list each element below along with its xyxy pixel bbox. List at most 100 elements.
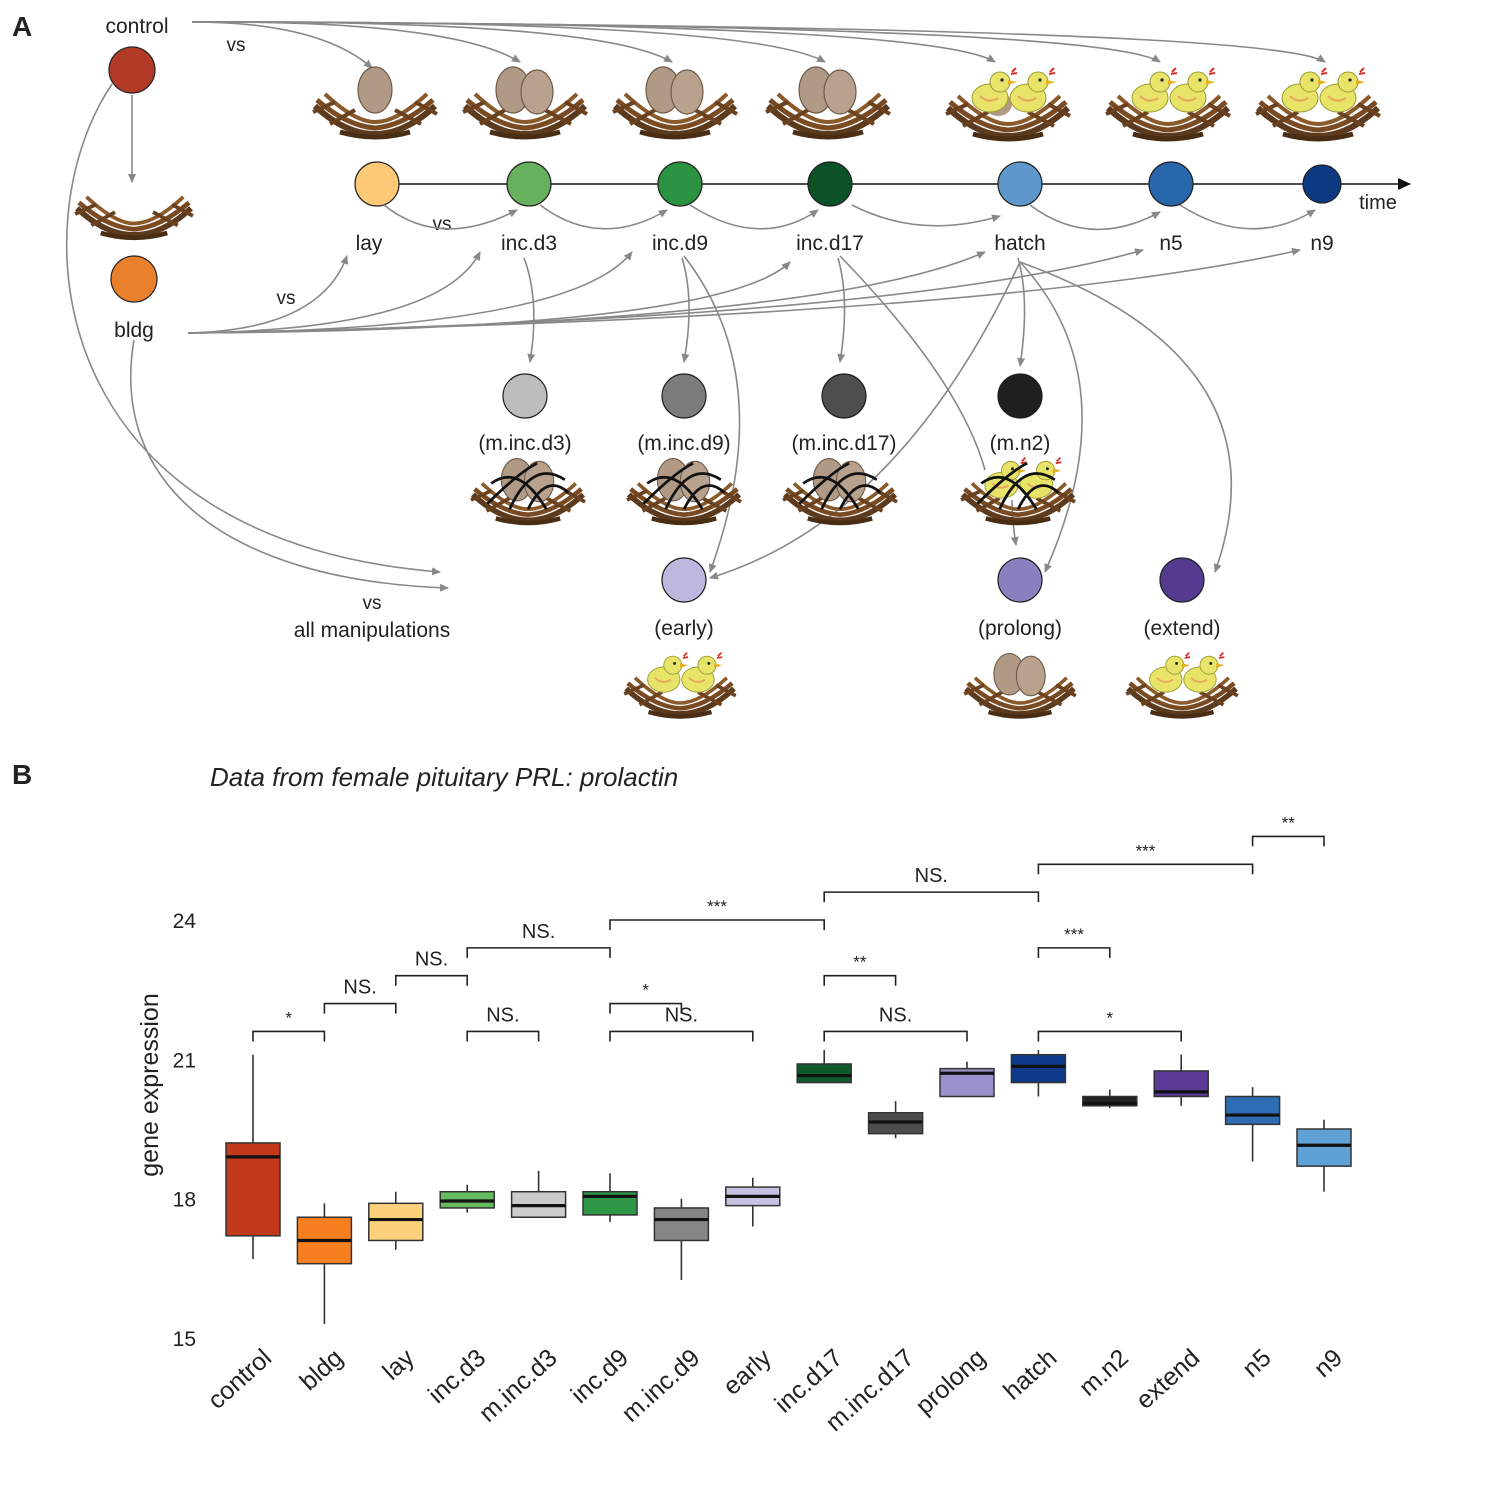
- significance-label: ***: [1064, 925, 1084, 944]
- x-tick-label: prolong: [910, 1344, 991, 1421]
- vs-label-top: vs: [227, 35, 246, 56]
- timeline-node-inc.d9: inc.d9: [652, 161, 708, 255]
- box-body: [1010, 1053, 1067, 1084]
- vs-label-bldg: vs: [277, 288, 296, 309]
- x-tick-label: n9: [1309, 1344, 1348, 1383]
- significance-bracket: NS.: [466, 1004, 540, 1042]
- x-tick-label: hatch: [998, 1344, 1062, 1406]
- significance-label: NS.: [915, 865, 948, 887]
- all-manipulations-label: all manipulations: [294, 619, 450, 642]
- significance-bracket: NS.: [823, 1004, 968, 1042]
- significance-label: *: [285, 1008, 292, 1027]
- significance-bracket: ***: [1037, 925, 1111, 958]
- panel-b: B Data from female pituitary PRL: prolac…: [12, 759, 1352, 1437]
- significance-bracket: NS.: [823, 865, 1040, 903]
- significance-bracket: ***: [609, 897, 825, 930]
- box-body: [368, 1202, 424, 1242]
- vs-label-bottom: vs: [363, 593, 382, 614]
- box-body: [653, 1207, 710, 1242]
- timeline-node-lay: lay: [354, 161, 400, 255]
- stage-dot: [657, 161, 703, 207]
- stage-dot: [506, 161, 552, 207]
- manipulation-label: (m.inc.d3): [478, 432, 571, 455]
- box-body: [1224, 1095, 1281, 1126]
- significance-label: NS.: [486, 1004, 519, 1026]
- bracket-line: [823, 891, 1040, 903]
- significance-bracket: *: [609, 981, 683, 1014]
- x-tick-label: m.inc.d9: [616, 1344, 705, 1428]
- bracket-line: [1037, 1030, 1182, 1042]
- timing-node: (extend): [1143, 557, 1221, 640]
- control-label: control: [105, 15, 168, 38]
- box-extend: extend: [1131, 1054, 1209, 1415]
- nest-one-egg-icon: [313, 66, 437, 137]
- significance-bracket: NS.: [609, 1004, 754, 1042]
- bracket-line: [609, 1002, 683, 1014]
- time-label: time: [1359, 192, 1397, 214]
- bracket-line: [466, 1030, 540, 1042]
- manipulation-dot: [997, 373, 1043, 419]
- nest-chicks-icon: [624, 653, 736, 717]
- manipulation-label: (m.inc.d17): [791, 432, 896, 455]
- x-tick-label: extend: [1131, 1344, 1206, 1415]
- y-tick-label: 18: [173, 1189, 196, 1212]
- stage-label: hatch: [994, 232, 1045, 255]
- x-tick-label: m.inc.d3: [474, 1344, 563, 1428]
- bracket-line: [823, 974, 897, 986]
- y-tick-label: 24: [173, 910, 197, 933]
- significance-bracket: ***: [1037, 841, 1254, 875]
- nest-two-eggs-icon: [964, 652, 1076, 717]
- manipulation-node: (m.inc.d17): [791, 373, 897, 455]
- bracket-line: [1251, 835, 1325, 847]
- stage-label: inc.d9: [652, 232, 708, 255]
- timing-dot: [997, 557, 1043, 603]
- nest-chicks-icon: [1256, 68, 1380, 139]
- box-n5: n5: [1224, 1087, 1281, 1383]
- box-inc.d17: inc.d17: [770, 1050, 852, 1418]
- significance-bracket: **: [823, 953, 897, 986]
- x-tick-label: bldg: [295, 1344, 349, 1396]
- x-tick-label: control: [203, 1344, 278, 1415]
- nest-two-eggs-icon: [613, 66, 737, 137]
- bracket-line: [323, 1002, 397, 1014]
- manipulation-node: (m.inc.d3): [478, 373, 572, 455]
- nest-chicks-icon: [1106, 68, 1230, 139]
- bldg-label: bldg: [114, 319, 154, 342]
- timing-node: (prolong): [978, 557, 1062, 640]
- bracket-line: [609, 1030, 754, 1042]
- manipulation-dot: [661, 373, 707, 419]
- timing-dot: [661, 557, 707, 603]
- bracket-line: [395, 974, 468, 986]
- stage-label: inc.d17: [796, 232, 864, 255]
- box-m.n2: m.n2: [1074, 1089, 1138, 1402]
- timeline-node-inc.d3: inc.d3: [501, 161, 557, 255]
- significance-bracket: NS.: [395, 949, 468, 986]
- box-body: [796, 1063, 852, 1084]
- box-bldg: bldg: [295, 1203, 353, 1396]
- y-tick-label: 15: [173, 1328, 196, 1351]
- box-hatch: hatch: [998, 1050, 1067, 1406]
- box-n9: n9: [1296, 1119, 1352, 1383]
- bracket-line: [1037, 947, 1111, 958]
- stage-dot: [997, 161, 1043, 207]
- timeline-node-n9: n9: [1302, 164, 1342, 255]
- x-tick-label: lay: [377, 1343, 420, 1386]
- significance-label: NS.: [665, 1004, 698, 1026]
- box-inc.d3: inc.d3: [423, 1184, 495, 1409]
- manipulation-label: (m.inc.d9): [637, 432, 730, 455]
- box-m.inc.d17: m.inc.d17: [820, 1101, 924, 1437]
- x-tick-label: m.n2: [1074, 1344, 1134, 1402]
- bracket-line: [252, 1030, 326, 1042]
- significance-label: *: [1106, 1008, 1113, 1027]
- removed-eggs-nest-icon: [783, 458, 897, 523]
- vs-label-lay: vs: [433, 214, 452, 235]
- panel-letter-a: A: [12, 11, 32, 42]
- box-inc.d9: inc.d9: [566, 1173, 638, 1409]
- nest-two-eggs-icon: [766, 66, 890, 137]
- stage-label: lay: [356, 232, 383, 255]
- removed-chicks-nest-icon: [961, 458, 1075, 523]
- bracket-line: [1037, 863, 1254, 875]
- timing-label: (early): [654, 617, 714, 640]
- manipulation-node: (m.n2): [990, 373, 1050, 455]
